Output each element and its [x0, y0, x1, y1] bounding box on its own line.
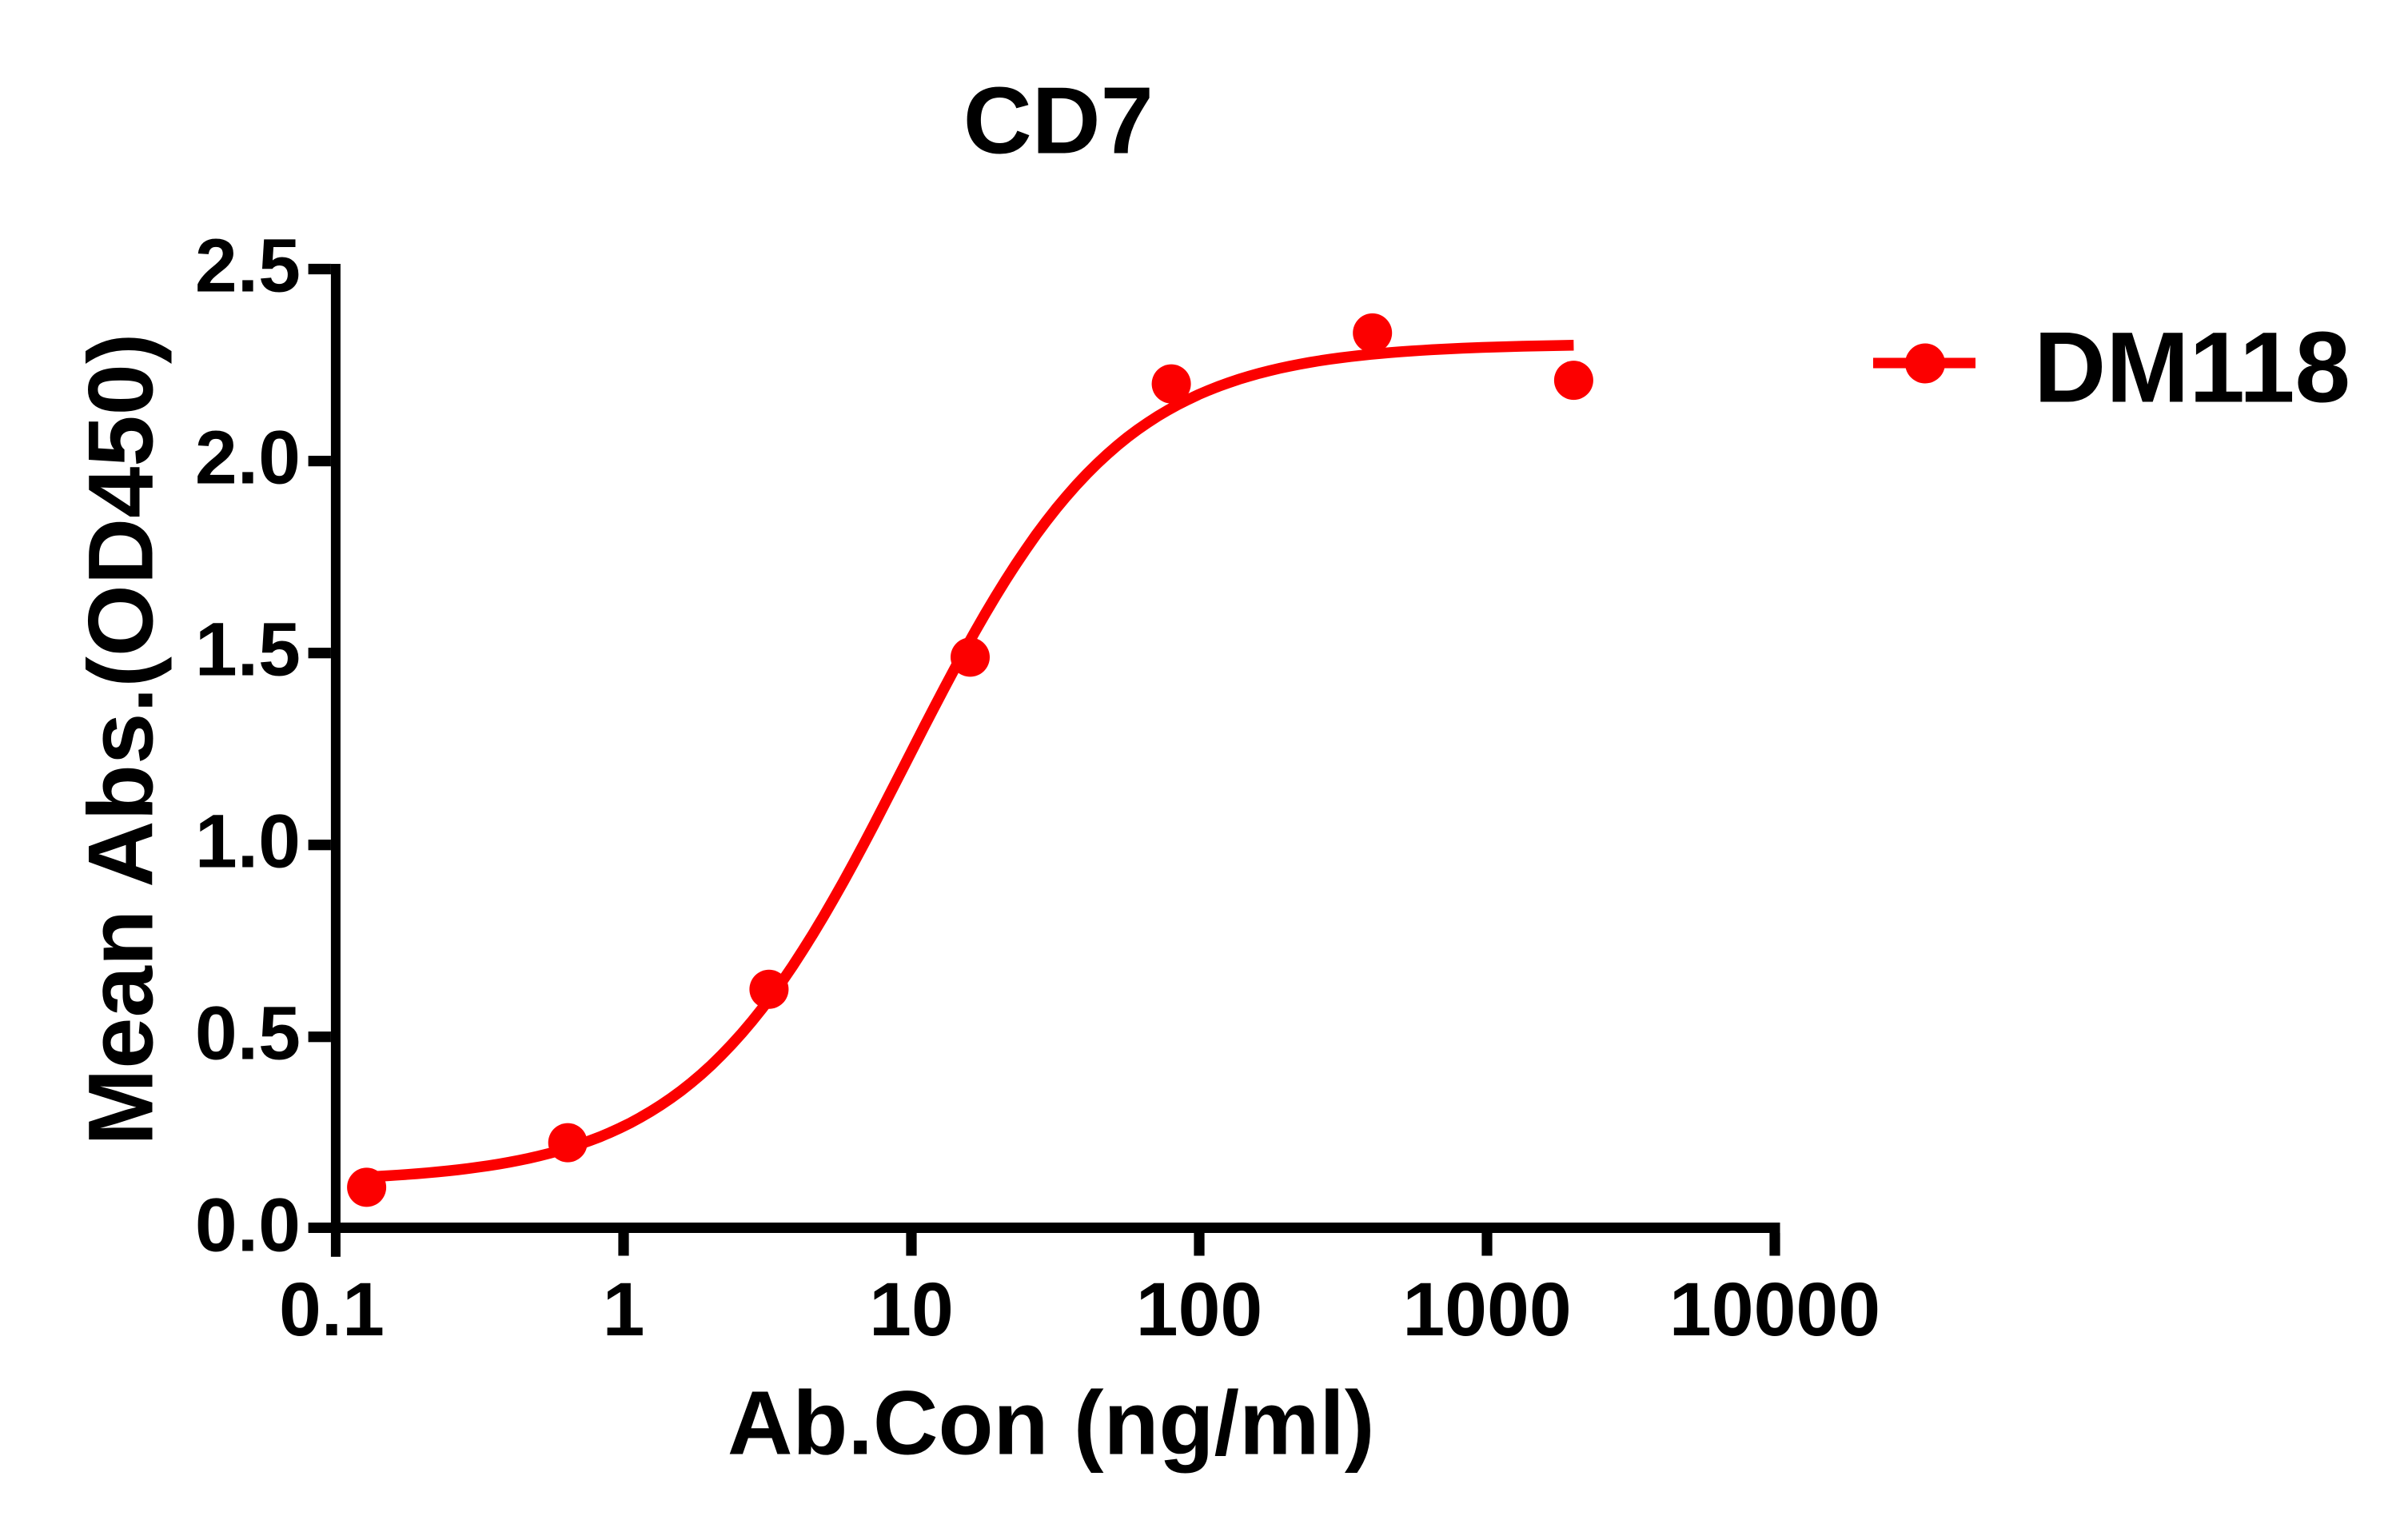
svg-text:0.5: 0.5	[195, 991, 301, 1076]
svg-text:0.0: 0.0	[195, 1183, 301, 1267]
svg-text:DM118: DM118	[2034, 312, 2350, 423]
svg-text:Ab.Con (ng/ml): Ab.Con (ng/ml)	[728, 1372, 1375, 1473]
svg-text:10: 10	[869, 1267, 954, 1352]
svg-text:Mean Abs.(OD450): Mean Abs.(OD450)	[70, 333, 173, 1146]
svg-text:1: 1	[603, 1267, 645, 1352]
svg-text:1.0: 1.0	[195, 800, 301, 884]
svg-text:CD7: CD7	[963, 68, 1154, 174]
svg-text:10000: 10000	[1669, 1267, 1880, 1352]
svg-text:0.1: 0.1	[279, 1267, 385, 1352]
svg-text:2.5: 2.5	[195, 224, 301, 309]
svg-text:100: 100	[1136, 1267, 1263, 1352]
svg-text:2.0: 2.0	[195, 416, 301, 501]
svg-text:1.5: 1.5	[195, 608, 301, 692]
svg-text:1000: 1000	[1402, 1267, 1571, 1352]
